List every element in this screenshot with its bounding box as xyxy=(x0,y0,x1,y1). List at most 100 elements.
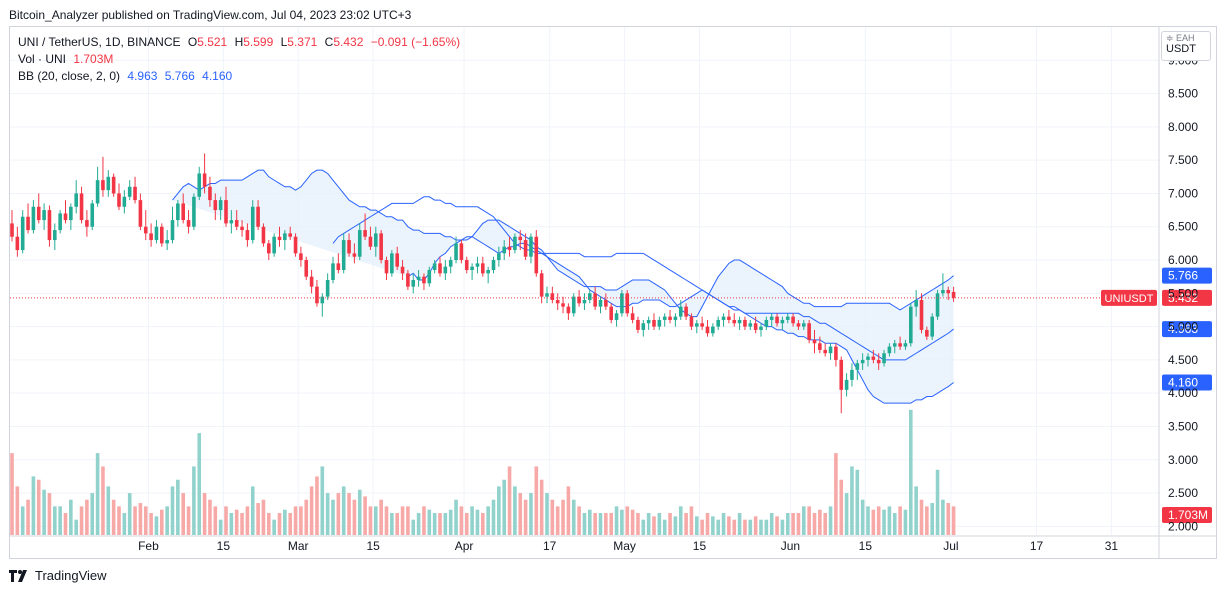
vol-label[interactable]: Vol · UNI xyxy=(18,52,67,66)
y-tick-label: 6.500 xyxy=(1168,220,1198,234)
candle-body xyxy=(721,316,726,320)
price-tag-value: 1.703M xyxy=(1168,508,1208,522)
volume-bar xyxy=(101,466,105,535)
candle-body xyxy=(887,346,892,354)
candle-body xyxy=(390,253,394,274)
volume-bar xyxy=(454,499,458,535)
candle-body xyxy=(566,306,571,314)
volume-bar xyxy=(293,506,298,535)
candle-body xyxy=(384,260,389,274)
candle-body xyxy=(588,293,592,300)
candle-body xyxy=(764,319,769,327)
price-tag-value: 4.160 xyxy=(1168,376,1198,390)
candle-body xyxy=(866,356,870,360)
candle-body xyxy=(481,263,485,274)
candle-body xyxy=(422,276,426,284)
volume-bar xyxy=(341,486,346,535)
candle-body xyxy=(470,266,474,271)
candle-body xyxy=(748,323,753,327)
candle-body xyxy=(31,206,36,231)
candle-body xyxy=(352,253,357,257)
y-tick-label: 3.000 xyxy=(1168,453,1198,467)
symbol-line[interactable]: UNI / TetherUS, 1D, BINANCE xyxy=(18,35,181,49)
x-tick-label: 15 xyxy=(693,539,707,553)
candle-body xyxy=(427,270,432,284)
candle-body xyxy=(609,306,613,320)
candle-body xyxy=(850,369,854,380)
tradingview-logo-icon xyxy=(9,569,27,582)
candle-body xyxy=(224,200,228,224)
volume-bar xyxy=(63,513,68,535)
candle-body xyxy=(368,236,373,247)
volume-bar xyxy=(571,499,576,535)
y-tick-label: 7.000 xyxy=(1168,186,1198,200)
volume-bar xyxy=(705,513,710,535)
candle-body xyxy=(315,286,319,304)
volume-bar xyxy=(390,513,394,535)
volume-bar xyxy=(866,506,870,535)
candle-body xyxy=(58,213,62,231)
volume-bar xyxy=(58,506,62,535)
candle-body xyxy=(743,319,747,327)
volume-bar xyxy=(657,513,662,535)
candle-body xyxy=(416,276,421,281)
volume-bar xyxy=(416,513,421,535)
volume-bar xyxy=(711,516,715,535)
candle-body xyxy=(176,203,180,221)
volume-bar xyxy=(122,513,127,535)
volume-bar xyxy=(245,506,250,535)
currency-top: ≑ EAH xyxy=(1166,33,1195,43)
x-tick-label: 15 xyxy=(859,539,873,553)
candle-body xyxy=(834,346,838,360)
volume-bar xyxy=(127,493,132,535)
candle-body xyxy=(561,303,565,307)
candle-body xyxy=(823,349,827,354)
volume-bar xyxy=(133,506,137,535)
volume-bar xyxy=(935,469,940,535)
candle-body xyxy=(267,243,271,254)
volume-bar xyxy=(780,519,785,535)
volume-bar xyxy=(42,489,46,535)
candle-body xyxy=(53,230,57,241)
volume-bar xyxy=(662,519,667,535)
symbol-tag-label: UNIUSDT xyxy=(1105,293,1154,305)
candle-body xyxy=(411,280,416,287)
candle-body xyxy=(652,319,656,327)
candle-body xyxy=(876,359,881,364)
bb-label[interactable]: BB (20, close, 2, 0) xyxy=(18,69,121,83)
candle-body xyxy=(892,343,897,347)
volume-bar xyxy=(695,516,699,535)
candle-body xyxy=(127,186,132,197)
volume-bar xyxy=(464,513,469,535)
volume-bar xyxy=(79,506,84,535)
close-value: 5.432 xyxy=(333,35,364,49)
bb-basis-line xyxy=(332,196,954,361)
currency-button[interactable]: ≑ EAH USDT xyxy=(1161,31,1211,61)
volume-bar xyxy=(850,466,854,535)
volume-bar xyxy=(513,486,517,535)
candle-body xyxy=(604,299,608,307)
candle-body xyxy=(10,223,14,237)
candle-body xyxy=(732,319,737,324)
tradingview-logo[interactable]: TradingView xyxy=(9,568,107,583)
candle-body xyxy=(919,299,924,330)
candle-body xyxy=(818,343,822,350)
volume-bar xyxy=(267,513,271,535)
volume-bar xyxy=(26,499,30,535)
candle-body xyxy=(796,323,801,327)
candle-body xyxy=(828,346,833,354)
candle-body xyxy=(63,213,68,221)
volume-bar xyxy=(299,506,303,535)
volume-bar xyxy=(561,499,565,535)
candle-body xyxy=(529,236,533,257)
price-tag xyxy=(1162,321,1212,338)
candle-body xyxy=(95,180,100,204)
volume-bar xyxy=(876,506,881,535)
volume-bar xyxy=(598,513,603,535)
candle-body xyxy=(513,236,517,251)
candle-body xyxy=(299,253,303,261)
volume-bar xyxy=(844,493,849,535)
candle-body xyxy=(780,319,785,324)
candle-body xyxy=(256,206,260,227)
